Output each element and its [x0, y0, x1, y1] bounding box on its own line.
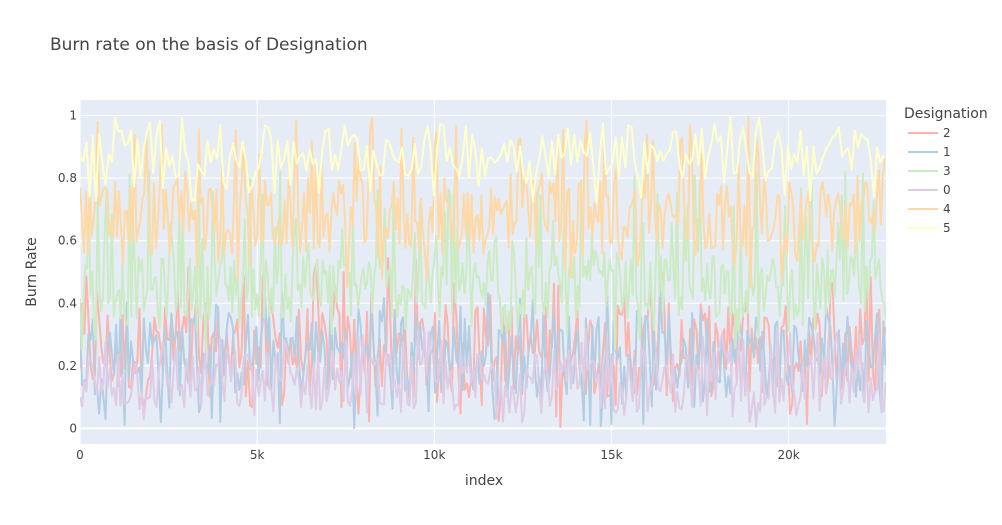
- x-axis-title: index: [465, 473, 503, 489]
- legend-label: 5: [943, 221, 951, 235]
- legend[interactable]: 2 1 3 0 4 5: [908, 126, 951, 235]
- series-line-3[interactable]: [80, 168, 886, 351]
- series-line-5[interactable]: [80, 116, 885, 204]
- legend-label: 3: [943, 164, 951, 178]
- legend-item-0[interactable]: 0: [908, 183, 951, 197]
- series-line-1[interactable]: [80, 287, 886, 430]
- legend-item-4[interactable]: 4: [908, 202, 951, 216]
- y-tick-label: 0: [69, 421, 77, 435]
- chart-title: Burn rate on the basis of Designation: [50, 35, 368, 55]
- series-group: [80, 115, 886, 430]
- legend-item-3[interactable]: 3: [908, 164, 951, 178]
- x-axis-ticks: 0 5k 10k 15k 20k: [76, 448, 800, 462]
- x-tick-label: 15k: [600, 448, 622, 462]
- x-tick-label: 0: [76, 448, 84, 462]
- legend-item-5[interactable]: 5: [908, 221, 951, 235]
- y-tick-label: 0.6: [58, 234, 77, 248]
- y-tick-label: 0.8: [58, 171, 77, 185]
- x-tick-label: 10k: [423, 448, 445, 462]
- legend-label: 1: [943, 145, 951, 159]
- legend-item-1[interactable]: 1: [908, 145, 951, 159]
- x-tick-label: 20k: [777, 448, 799, 462]
- series-line-4[interactable]: [80, 115, 886, 289]
- y-tick-label: 0.4: [58, 296, 77, 310]
- y-axis-ticks: 0 0.2 0.4 0.6 0.8 1: [58, 109, 77, 436]
- series-line-0[interactable]: [80, 327, 886, 428]
- legend-item-2[interactable]: 2: [908, 126, 951, 140]
- x-tick-label: 5k: [250, 448, 265, 462]
- legend-label: 2: [943, 126, 951, 140]
- y-tick-label: 1: [69, 109, 77, 123]
- y-axis-title: Burn Rate: [24, 237, 40, 306]
- y-tick-label: 0.2: [58, 359, 77, 373]
- legend-title: Designation: [904, 106, 988, 122]
- legend-label: 0: [943, 183, 951, 197]
- legend-label: 4: [943, 202, 951, 216]
